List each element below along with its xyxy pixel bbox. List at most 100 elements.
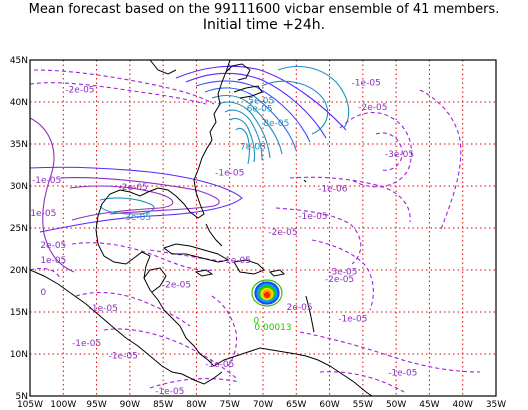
lon-tick-label: 50W <box>386 400 406 410</box>
coastline-south-america <box>213 347 373 396</box>
lon-tick-label: 35W <box>486 400 506 410</box>
contour-line <box>175 65 347 131</box>
positive-maximum <box>251 279 283 307</box>
coastline-maritimes <box>225 63 251 81</box>
contour-label: -1e-05 <box>72 339 101 349</box>
contour-label: 2e-05 <box>287 303 313 313</box>
contour-lines <box>30 65 481 393</box>
contour-labels: -2e-05-5e-056e-058e-057e-05-1e-05-2e-05-… <box>30 79 417 397</box>
lon-tick-label: 70W <box>253 400 273 410</box>
island-hispaniola <box>233 259 265 275</box>
contour-line <box>275 207 362 265</box>
island-lesser-antilles <box>305 295 315 333</box>
lat-tick-label: 30N <box>10 182 28 192</box>
map-title: Mean forecast based on the 99111600 vicb… <box>28 2 500 17</box>
island-jamaica <box>194 269 214 277</box>
island-bahamas <box>205 223 223 247</box>
contour-line <box>277 65 350 129</box>
contour-line <box>30 166 243 233</box>
contour-line <box>217 101 271 159</box>
contour-label: 0 <box>40 288 46 298</box>
contour-line <box>299 331 481 373</box>
lon-tick-label: 100W <box>50 400 76 410</box>
contour-line <box>59 177 220 215</box>
lon-tick-label: 55W <box>353 400 373 410</box>
contour-label: -3e-05 <box>385 150 414 160</box>
contour-line <box>375 132 403 171</box>
contour-label: -1e-05 <box>352 79 381 89</box>
contour-label: -2e-05 <box>268 228 297 238</box>
lon-tick-label: 75W <box>220 400 240 410</box>
contour-ring <box>251 279 283 307</box>
contour-label: -2e-05 <box>162 280 191 290</box>
contour-line <box>224 109 263 161</box>
contour-label: -1e-05 <box>222 256 251 266</box>
contour-line <box>289 176 411 223</box>
lon-tick-label: 95W <box>86 400 106 410</box>
coastline-lakes <box>149 60 177 75</box>
contour-line <box>149 249 227 263</box>
contour-label: -1e-05 <box>388 368 417 378</box>
contour-label: 0.00013 <box>254 323 291 333</box>
lon-tick-label: 65W <box>286 400 306 410</box>
contour-label: -5e-05 <box>245 96 274 106</box>
contour-line <box>229 117 256 163</box>
contour-label: -2e-05 <box>65 85 94 95</box>
contour-label: -1e-05 <box>155 387 184 397</box>
map-frame <box>29 59 497 397</box>
coastlines <box>30 60 373 396</box>
map-subtitle: Initial time +24h. <box>202 17 326 33</box>
coastline-yucatan <box>143 267 167 293</box>
lat-tick-label: 25N <box>10 224 28 234</box>
lat-tick-label: 40N <box>10 98 28 108</box>
coastline-nova-scotia <box>233 85 263 99</box>
contour-label: -1e-06 <box>318 185 347 195</box>
island-bermuda <box>303 179 307 183</box>
island-puerto-rico <box>268 269 286 277</box>
contour-label: -2e-05 <box>325 275 354 285</box>
contour-label: 6e-05 <box>247 105 273 115</box>
contour-label: 0 <box>253 316 259 326</box>
contour-label: -1e-05 <box>205 360 234 370</box>
contour-line <box>99 197 155 215</box>
contour-line <box>261 80 329 135</box>
contour-label: -1e-05 <box>298 212 327 222</box>
lon-tick-label: 85W <box>153 400 173 410</box>
lat-tick-label: 5N <box>16 392 28 402</box>
contour-line <box>311 239 374 311</box>
contour-label: -1e-05 <box>109 352 138 362</box>
lon-tick-label: 80W <box>186 400 206 410</box>
contour-line <box>71 242 215 271</box>
lon-tick-label: 40W <box>453 400 473 410</box>
lon-tick-label: 90W <box>120 400 140 410</box>
lat-tick-label: 45N <box>10 56 28 66</box>
contour-line <box>195 80 311 143</box>
lat-tick-label: 20N <box>10 266 28 276</box>
contour-line <box>30 82 207 105</box>
lon-tick-label: 60W <box>319 400 339 410</box>
contour-line <box>149 378 241 389</box>
island-cuba <box>162 243 230 263</box>
contour-label: -1e-05 <box>89 304 118 314</box>
contour-line <box>30 117 75 273</box>
lat-tick-label: 35N <box>10 140 28 150</box>
contour-line <box>235 127 251 165</box>
map-axes: 105W 100W 95W 90W 85W 80W 75W 70W 65W 60W 55W 50W 45… <box>10 56 506 410</box>
contour-line <box>211 295 238 367</box>
lat-tick-label: 10N <box>10 350 28 360</box>
contour-label: 1e-05 <box>30 209 56 219</box>
contour-line <box>319 371 405 393</box>
contour-ring <box>263 291 271 299</box>
contour-label: -3e-05 <box>328 268 357 278</box>
contour-label: 7e-05 <box>240 143 266 153</box>
contour-line <box>419 89 462 233</box>
contour-label: -2e-05 <box>119 183 148 193</box>
lon-tick-label: 105W <box>17 400 43 410</box>
contour-label: 1e-05 <box>40 256 66 266</box>
lon-tick-label: 45W <box>419 400 439 410</box>
lat-tick-label: 15N <box>10 308 28 318</box>
contour-label: -3e-05 <box>122 213 151 223</box>
contour-label: -1e-05 <box>32 176 61 186</box>
contour-label: 2e-05 <box>40 241 66 251</box>
contour-label: -2e-05 <box>358 103 387 113</box>
